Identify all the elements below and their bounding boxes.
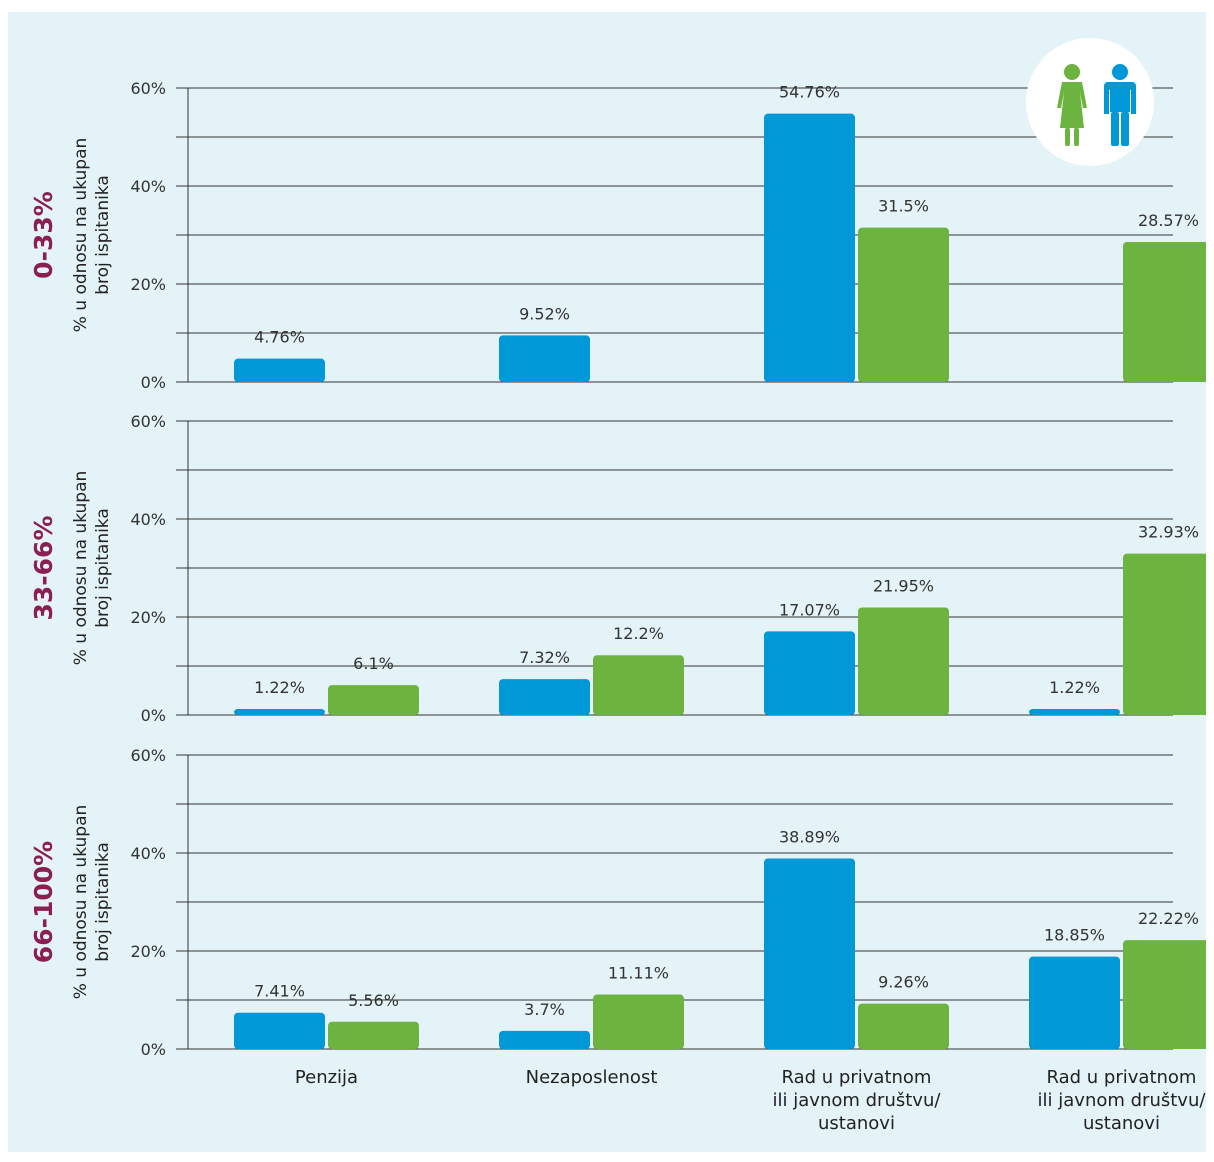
- x-category-label: Nezaposlenost: [526, 1067, 658, 1088]
- bar-blue: [1029, 709, 1120, 715]
- bar-green: [1123, 242, 1206, 382]
- x-category-label: Rad u privatnom: [782, 1067, 932, 1088]
- bar-green: [593, 994, 684, 1049]
- y-axis-title: % u odnosu na ukupan: [71, 138, 91, 333]
- x-category-label: Penzija: [295, 1067, 358, 1088]
- y-axis-title: % u odnosu na ukupan: [71, 471, 91, 666]
- panel-label: 33-66%: [29, 515, 58, 620]
- bar-green: [1123, 553, 1206, 715]
- data-label: 9.26%: [878, 973, 929, 992]
- data-label: 9.52%: [519, 304, 570, 323]
- data-label: 32.93%: [1138, 523, 1199, 542]
- data-label: 3.7%: [524, 1000, 565, 1019]
- bar-blue: [499, 335, 590, 382]
- data-label: 31.5%: [878, 197, 929, 216]
- grouped-bar-chart: 0%20%40%60%% u odnosu na ukupan broj ispi…: [29, 38, 1206, 1134]
- bar-green: [328, 685, 419, 715]
- y-tick-label: 20%: [130, 275, 166, 294]
- data-label: 6.1%: [353, 654, 394, 673]
- y-tick-label: 60%: [130, 412, 166, 431]
- x-category-label: Rad u privatnom: [1047, 1067, 1197, 1088]
- bar-blue: [499, 1030, 590, 1049]
- bar-blue: [764, 631, 855, 715]
- y-tick-label: 40%: [130, 844, 166, 863]
- y-tick-label: 60%: [130, 746, 166, 765]
- data-label: 1.22%: [1049, 678, 1100, 697]
- data-label: 7.32%: [519, 648, 570, 667]
- y-tick-label: 20%: [130, 942, 166, 961]
- panel-label: 66-100%: [29, 841, 58, 963]
- bar-green: [858, 607, 949, 715]
- data-label: 28.57%: [1138, 211, 1199, 230]
- bar-blue: [499, 679, 590, 715]
- x-category-label: ili javnom društvu/: [1038, 1090, 1206, 1111]
- data-label: 21.95%: [873, 576, 934, 595]
- y-tick-label: 40%: [130, 510, 166, 529]
- bar-blue: [764, 113, 855, 383]
- data-label: 4.76%: [254, 328, 305, 347]
- bar-green: [858, 1003, 949, 1049]
- chart-area: 0% 20% 40% 60%% u odnosu na ukupan broj ispi…: [8, 12, 1206, 1152]
- bar-blue: [1029, 956, 1120, 1049]
- data-label: 18.85%: [1044, 926, 1105, 945]
- data-label: 1.22%: [254, 678, 305, 697]
- bar-blue: [234, 1012, 325, 1049]
- data-label: 22.22%: [1138, 909, 1199, 928]
- y-tick-label: 0%: [141, 1040, 166, 1059]
- x-category-label: ili javnom društvu/: [773, 1090, 942, 1111]
- y-axis-title: broj ispitanika: [93, 508, 113, 628]
- bar-blue: [764, 858, 855, 1049]
- y-tick-label: 60%: [130, 79, 166, 98]
- y-tick-label: 0%: [141, 706, 166, 725]
- bar-green: [593, 655, 684, 715]
- data-label: 12.2%: [613, 624, 664, 643]
- y-axis-title: broj ispitanika: [93, 175, 113, 295]
- x-category-label: ustanovi: [1083, 1113, 1160, 1134]
- bar-blue: [234, 358, 325, 382]
- bar-green: [1123, 940, 1206, 1049]
- man-and-woman-icon: [1026, 38, 1154, 166]
- y-tick-label: 0%: [141, 373, 166, 392]
- data-label: 5.56%: [348, 991, 399, 1010]
- data-label: 38.89%: [779, 827, 840, 846]
- y-axis-title: broj ispitanika: [93, 842, 113, 962]
- data-label: 11.11%: [608, 964, 669, 983]
- y-tick-label: 20%: [130, 608, 166, 627]
- x-category-label: ustanovi: [818, 1113, 895, 1134]
- y-tick-label: 40%: [130, 177, 166, 196]
- bar-blue: [234, 709, 325, 715]
- y-axis-title: % u odnosu na ukupan: [71, 805, 91, 1000]
- bar-green: [858, 227, 949, 382]
- data-label: 7.41%: [254, 982, 305, 1001]
- panel-label: 0-33%: [29, 191, 58, 279]
- data-label: 17.07%: [779, 600, 840, 619]
- bar-green: [328, 1021, 419, 1049]
- data-label: 54.76%: [779, 83, 840, 102]
